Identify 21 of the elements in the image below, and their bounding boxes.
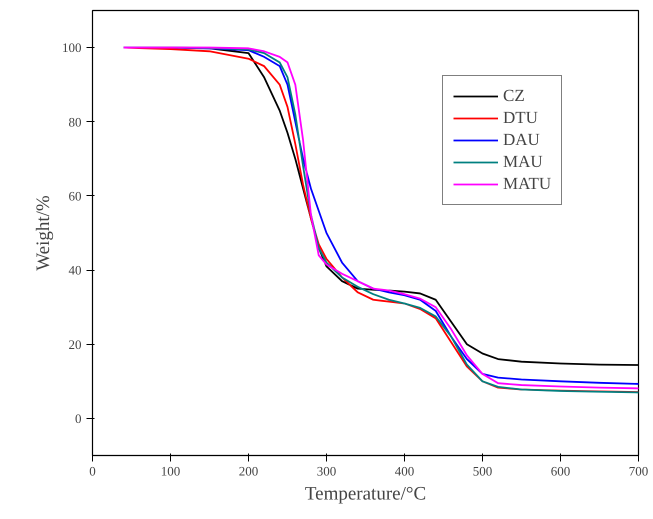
legend-label: CZ	[503, 86, 525, 106]
legend-label: DTU	[503, 108, 538, 128]
y-tick-label: 100	[62, 40, 82, 56]
x-tick-label: 300	[316, 464, 336, 478]
y-axis-title: Weight/%	[33, 195, 54, 271]
y-tick-label: 40	[68, 262, 82, 278]
x-tick-label: 700	[628, 464, 648, 478]
x-tick-label: 100	[160, 464, 180, 478]
legend-label: MAU	[503, 152, 543, 172]
x-axis-title: Temperature/°C	[304, 484, 426, 504]
y-tick-label: 20	[68, 336, 82, 352]
legend-label: MATU	[503, 174, 552, 194]
x-tick-label: 200	[238, 464, 258, 478]
x-tick-label: 400	[394, 464, 414, 478]
x-tick-label: 0	[89, 464, 96, 478]
x-tick-label: 600	[550, 464, 570, 478]
y-tick-label: 80	[68, 114, 82, 130]
x-tick-label: 500	[472, 464, 492, 478]
y-tick-label: 60	[68, 188, 82, 204]
y-tick-label: 0	[75, 410, 82, 426]
legend-label: DAU	[503, 130, 540, 150]
